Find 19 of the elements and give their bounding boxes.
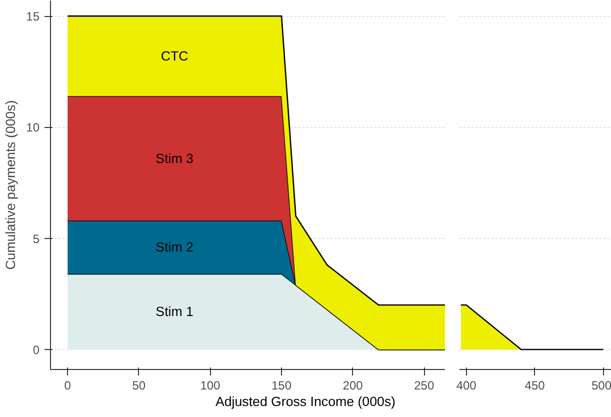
x-tick-label: 500 [591,378,611,392]
series-label: Stim 2 [156,240,194,255]
x-tick-label: 0 [64,378,72,392]
series-label: Stim 3 [156,150,194,166]
x-tick-label: 450 [524,378,546,392]
y-tick-label: 0 [32,342,40,357]
x-tick-label: 400 [456,378,477,392]
x-tick-label: 150 [272,378,292,392]
x-axis-title: Adjusted Gross Income (000s) [215,393,396,411]
y-tick-label: 10 [26,120,40,135]
y-axis-title: Cumulative payments (000s) [3,100,18,270]
series-label: Stim 1 [156,304,194,320]
x-tick-label: 100 [200,378,221,392]
y-tick-label: 15 [26,10,40,24]
x-tick-label: 250 [414,378,434,392]
x-tick-label: 50 [132,378,146,392]
x-tick-label: 200 [342,378,364,392]
series-label: CTC [160,48,189,64]
y-tick-label: 5 [32,232,40,246]
